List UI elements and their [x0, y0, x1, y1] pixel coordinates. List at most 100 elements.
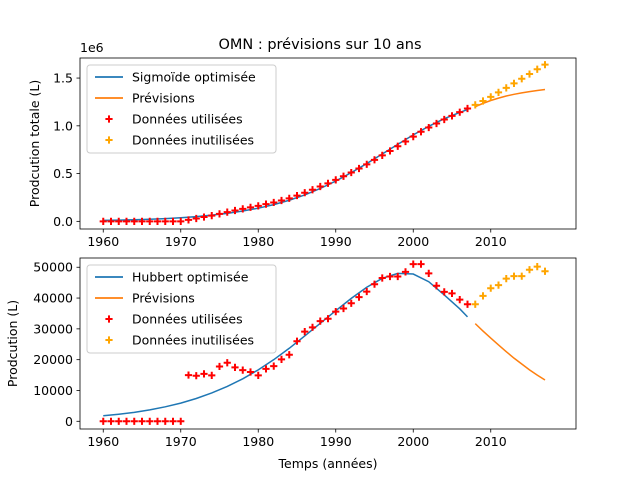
data-point [161, 217, 169, 225]
axes-frame [79, 57, 577, 230]
legend-label: Hubbert optimisée [132, 270, 249, 285]
data-point [510, 272, 518, 280]
data-point [463, 300, 472, 308]
data-point [130, 417, 138, 425]
x-tick-label: 2000 [397, 234, 429, 249]
data-point [277, 196, 286, 205]
legend-marker-swatch [105, 115, 113, 123]
y-axis-label: Prodcution (L) [5, 300, 20, 387]
x-tick-label: 1980 [242, 434, 274, 449]
data-point [440, 288, 448, 296]
legend [86, 264, 277, 354]
data-point [394, 142, 402, 150]
y-tick-label: 20000 [33, 352, 73, 367]
y-tick-label: 30000 [33, 321, 73, 336]
data-point [378, 274, 386, 282]
data-point [285, 351, 293, 359]
series-line-0 [103, 272, 469, 417]
data-point [316, 317, 324, 325]
data-point [184, 216, 193, 224]
data-point [107, 217, 115, 225]
x-tick-label: 1960 [87, 234, 119, 249]
data-point [177, 417, 185, 425]
data-point [115, 417, 123, 425]
data-point [254, 202, 262, 210]
data-point [153, 417, 162, 425]
data-point [432, 282, 441, 290]
data-point [200, 213, 208, 221]
data-point [332, 176, 340, 184]
legend-label: Données utilisées [132, 112, 243, 127]
data-point [339, 304, 348, 313]
data-point [301, 328, 309, 336]
data-point [122, 217, 131, 225]
data-point [99, 217, 107, 225]
x-tick-label: 2000 [397, 434, 429, 449]
x-tick-label: 2010 [475, 434, 507, 449]
bottom-panel: 1960 1970 1980 1990 2000 2010 0 10000 20000 30000… [5, 257, 577, 471]
data-point [332, 308, 340, 316]
data-point [115, 217, 123, 225]
data-point [231, 206, 239, 215]
y-tick-label: 50000 [33, 260, 73, 275]
y-tick-label: 0.0 [53, 214, 73, 229]
data-point [347, 168, 355, 177]
data-point [456, 295, 464, 304]
data-point [146, 217, 154, 225]
data-point [208, 371, 216, 379]
data-point [324, 179, 332, 187]
data-point [215, 210, 224, 218]
legend-label: Sigmoïde optimisée [132, 70, 256, 85]
data-point [107, 417, 115, 425]
data-point [308, 323, 317, 331]
data-point [448, 289, 456, 298]
data-point [541, 61, 549, 69]
legend-marker-swatch [105, 315, 113, 323]
data-point [239, 205, 247, 213]
data-point [533, 263, 541, 271]
data-point [487, 284, 495, 292]
data-point [401, 137, 410, 146]
series-line-1 [474, 88, 546, 108]
data-point [262, 200, 270, 208]
data-point [355, 164, 363, 173]
x-tick-label: 1970 [165, 434, 197, 449]
y-tick-label: 0.5 [53, 166, 73, 181]
data-point [262, 365, 270, 373]
data-point [448, 112, 456, 120]
data-point [293, 337, 301, 345]
legend-marker-swatch [105, 336, 113, 344]
data-point [401, 268, 410, 276]
data-point [363, 287, 371, 296]
data-point [169, 217, 177, 225]
data-point [425, 123, 433, 132]
data-point [223, 208, 231, 216]
x-tick-label: 1990 [320, 234, 352, 249]
axis-offset-label: 1e6 [80, 40, 104, 55]
data-point [277, 355, 286, 363]
data-point [463, 104, 472, 113]
legend-label: Données inutilisées [132, 333, 254, 348]
data-point [316, 182, 324, 191]
legend-marker-swatch [105, 136, 113, 144]
legend-label: Données inutilisées [132, 133, 254, 148]
axes-frame [79, 257, 577, 430]
data-point [409, 133, 417, 141]
data-point [239, 366, 247, 374]
data-point [231, 363, 239, 371]
data-point [153, 217, 162, 225]
series-line-1 [474, 323, 546, 381]
data-point [425, 269, 433, 278]
data-point [502, 275, 510, 283]
data-point [308, 186, 317, 194]
data-point [215, 362, 224, 371]
data-point [146, 417, 154, 425]
data-point [99, 417, 107, 425]
data-point [479, 97, 487, 105]
data-point [386, 272, 394, 281]
x-tick-label: 1980 [242, 234, 274, 249]
data-point [518, 272, 526, 280]
x-tick-label: 2010 [475, 234, 507, 249]
legend-label: Prévisions [132, 291, 195, 306]
